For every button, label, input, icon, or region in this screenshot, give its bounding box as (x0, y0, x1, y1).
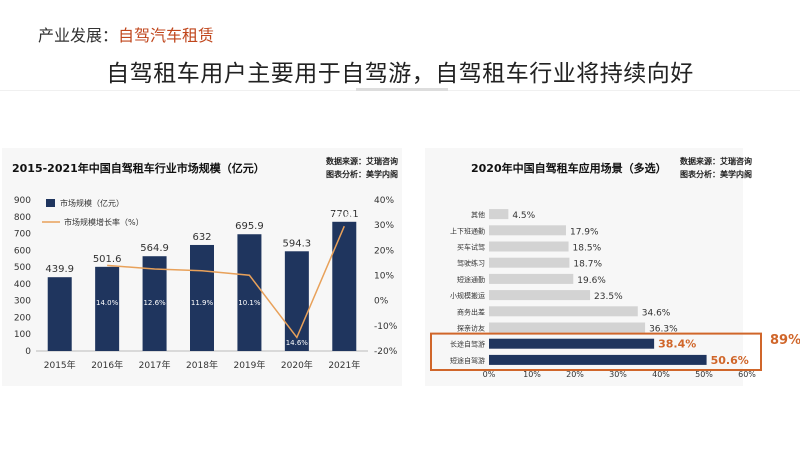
legend-bar-swatch (46, 199, 55, 207)
legend-bar-label: 市场规模（亿元） (60, 198, 124, 208)
x-tick-label: 2020年 (281, 359, 313, 371)
x-tick-label: 2018年 (186, 359, 218, 371)
y-left-tick-label: 100 (14, 330, 31, 340)
section-topic: 自驾汽车租赁 (118, 26, 215, 45)
usage-scenario-source-line2: 图表分析：美学内阁 (680, 170, 752, 179)
y-right-tick-label: 40% (374, 196, 394, 206)
market-size-bar (95, 266, 120, 351)
growth-rate-label: 14.0% (96, 299, 119, 307)
y-left-tick-label: 300 (14, 297, 31, 307)
y-right-tick-label: 10% (374, 272, 394, 282)
market-size-value-label: 632 (192, 232, 211, 243)
growth-rate-label: 11.9% (191, 299, 214, 307)
market-size-value-label: 594.3 (283, 238, 312, 249)
x-tick-label: 2016年 (91, 359, 123, 371)
y-left-tick-label: 700 (14, 230, 31, 240)
market-size-value-label: 564.9 (140, 243, 169, 254)
usage-scenario-chart-title: 2020年中国自驾租车应用场景（多选） (471, 162, 667, 175)
title-underline (356, 88, 448, 91)
y-left-tick-label: 600 (14, 246, 31, 256)
growth-rate-line (107, 225, 345, 339)
highlight-total-label: 89% (770, 333, 800, 348)
market-size-value-label: 501.6 (93, 254, 122, 265)
growth-rate-label: 12.6% (143, 299, 166, 307)
usage-scenario-source: 数据来源：艾瑞咨询 图表分析：美学内阁 (680, 155, 752, 181)
market-size-bar (190, 244, 214, 351)
growth-rate-label: 14.6% (286, 339, 309, 347)
y-left-tick-label: 200 (14, 313, 31, 323)
market-size-chart-panel: 2015-2021年中国自驾租车行业市场规模（亿元） 数据来源：艾瑞咨询 图表分… (2, 148, 402, 386)
usage-scenario-chart-panel: 2020年中国自驾租车应用场景（多选） 数据来源：艾瑞咨询 图表分析：美学内阁 (425, 148, 752, 386)
y-left-tick-label: 400 (14, 280, 31, 290)
y-right-tick-label: 30% (374, 221, 394, 231)
market-size-value-label: 439.9 (45, 264, 74, 275)
market-size-source: 数据来源：艾瑞咨询 图表分析：美学内阁 (326, 155, 398, 181)
y-right-tick-label: 20% (374, 246, 394, 256)
breadcrumb: 产业发展：自驾汽车租赁 (38, 22, 214, 46)
x-tick-label: 2015年 (44, 359, 76, 371)
y-left-tick-label: 900 (14, 196, 31, 206)
usage-scenario-source-line1: 数据来源：艾瑞咨询 (680, 157, 752, 166)
market-size-chart-title: 2015-2021年中国自驾租车行业市场规模（亿元） (12, 162, 265, 175)
market-size-bar (332, 221, 357, 351)
market-size-value-label: 695.9 (235, 221, 264, 232)
section-label: 产业发展： (38, 26, 119, 45)
market-size-bar (47, 277, 72, 351)
market-size-bar (284, 251, 309, 351)
market-size-bar (142, 256, 167, 351)
legend-line-label: 市场规模增长率（%） (64, 217, 144, 227)
x-tick-label: 2017年 (139, 359, 171, 371)
market-size-bar (237, 234, 262, 351)
market-size-chart-svg: 0 100 200 300 400 500 600 700 800 900 -20% -10% 0% 10… (14, 196, 398, 371)
growth-rate-label: 29.6% (333, 211, 356, 219)
page-title: 自驾租车用户主要用于自驾游，自驾租车行业将持续向好 (106, 61, 694, 87)
y-left-tick-label: 0 (25, 347, 31, 357)
y-right-tick-label: 0% (374, 297, 389, 307)
y-left-tick-label: 800 (14, 213, 31, 223)
x-tick-label: 2021年 (328, 359, 360, 371)
market-size-value-label: 770.1 (330, 209, 359, 220)
x-tick-label: 2019年 (233, 359, 265, 371)
market-size-source-line1: 数据来源：艾瑞咨询 (326, 157, 398, 166)
growth-rate-label: 10.1% (238, 299, 261, 307)
market-size-source-line2: 图表分析：美学内阁 (326, 170, 398, 179)
y-right-tick-label: -20% (374, 347, 398, 357)
y-right-tick-label: -10% (374, 322, 398, 332)
y-left-tick-label: 500 (14, 263, 31, 273)
